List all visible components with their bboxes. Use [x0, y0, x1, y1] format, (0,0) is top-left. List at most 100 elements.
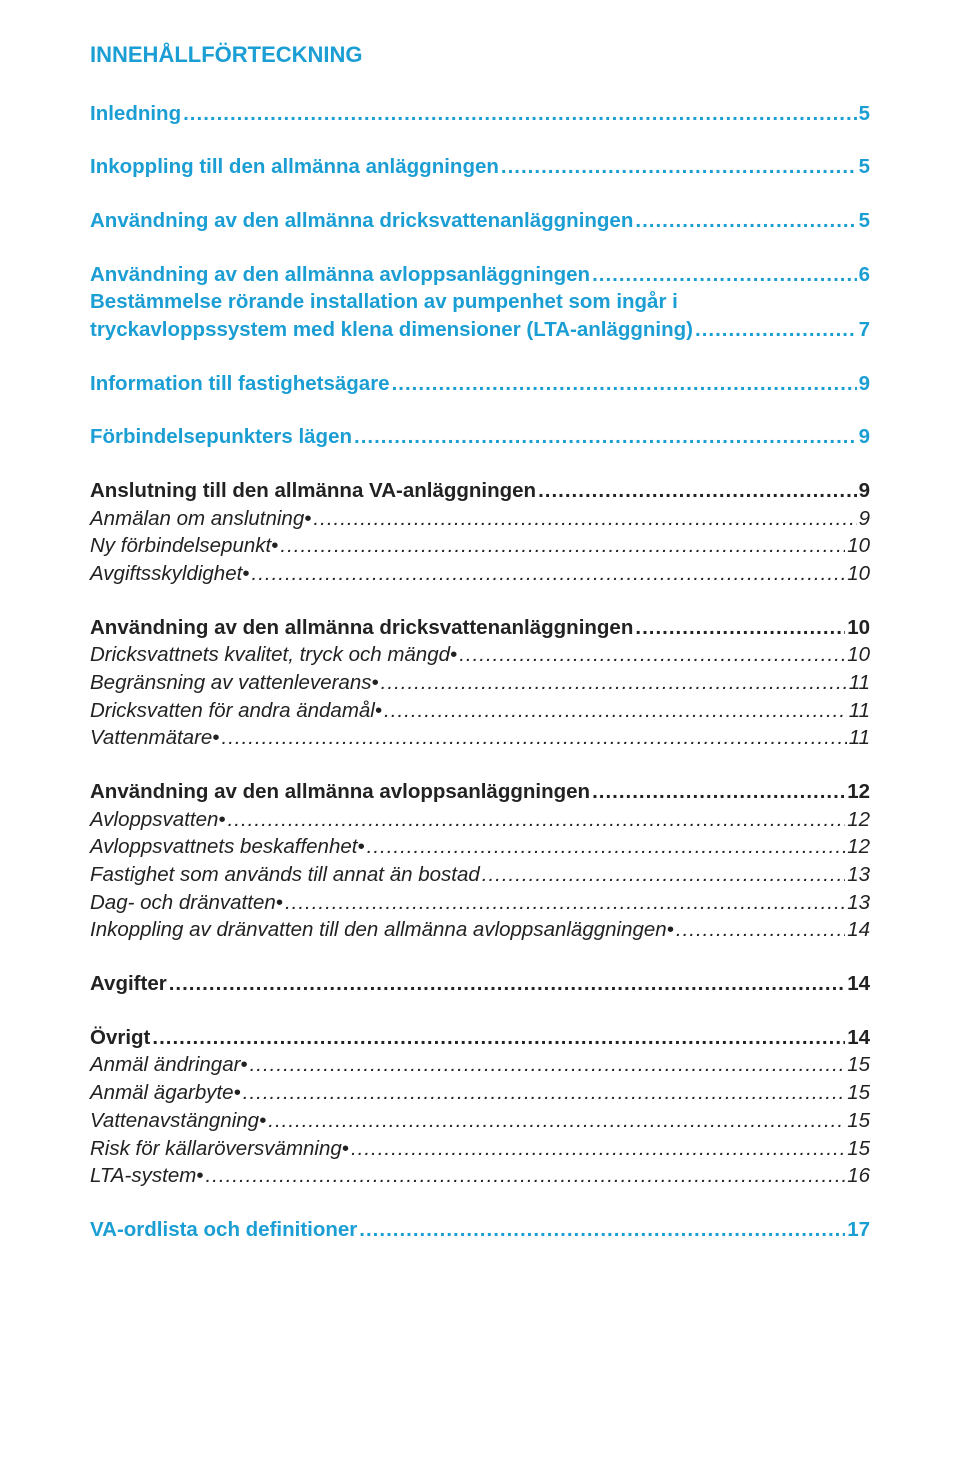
toc-label: Dricksvatten för andra ändamål•	[90, 697, 382, 725]
toc-label: Inkoppling till den allmänna anläggninge…	[90, 153, 499, 181]
toc-leader	[152, 1024, 845, 1052]
toc-page-number: 15	[847, 1135, 870, 1163]
toc-leader	[538, 477, 857, 505]
toc-entry[interactable]: Användning av den allmänna avloppsanlägg…	[90, 778, 870, 806]
toc-leader	[482, 861, 845, 889]
toc-leader	[459, 641, 845, 669]
toc-label: Fastighet som används till annat än bost…	[90, 861, 480, 889]
toc-page-number: 11	[849, 669, 870, 697]
toc-page-number: 9	[859, 505, 870, 533]
toc-leader	[359, 1216, 845, 1244]
toc-page-number: 10	[847, 641, 870, 669]
toc-leader	[243, 1079, 845, 1107]
toc-label: LTA-system•	[90, 1162, 203, 1190]
toc-page-number: 13	[847, 889, 870, 917]
toc-page-number: 5	[859, 207, 870, 235]
toc-page-number: 9	[859, 370, 870, 398]
toc-leader	[695, 316, 857, 344]
toc-label: Användning av den allmänna dricksvattena…	[90, 614, 633, 642]
toc-label: VA-ordlista och definitioner	[90, 1216, 357, 1244]
toc-entry[interactable]: Vattenavstängning• 15	[90, 1107, 870, 1135]
toc-entry[interactable]: Användning av den allmänna dricksvattena…	[90, 207, 870, 235]
toc-page-number: 15	[847, 1107, 870, 1135]
toc-page-number: 14	[847, 970, 870, 998]
toc-page-number: 16	[847, 1162, 870, 1190]
toc-leader	[268, 1107, 845, 1135]
toc-entry[interactable]: Fastighet som används till annat än bost…	[90, 861, 870, 889]
toc-label: Användning av den allmänna avloppsanlägg…	[90, 261, 590, 289]
toc-entry[interactable]: Avloppsvattnets beskaffenhet• 12	[90, 833, 870, 861]
toc-label: Vattenavstängning•	[90, 1107, 266, 1135]
toc-entry[interactable]: Övrigt14	[90, 1024, 870, 1052]
toc-leader	[183, 100, 856, 128]
toc-entry[interactable]: Inkoppling till den allmänna anläggninge…	[90, 153, 870, 181]
toc-entry[interactable]: Avgiftsskyldighet• 10	[90, 560, 870, 588]
document-title: INNEHÅLLFÖRTECKNING	[90, 40, 870, 70]
toc-label: Information till fastighetsägare	[90, 370, 390, 398]
toc-label: Förbindelsepunkters lägen	[90, 423, 352, 451]
toc-entry[interactable]: LTA-system• 16	[90, 1162, 870, 1190]
toc-entry[interactable]: Anmäl ägarbyte•15	[90, 1079, 870, 1107]
toc-entry[interactable]: Vattenmätare• 11	[90, 724, 870, 752]
toc-page-number: 7	[859, 316, 870, 344]
toc-leader	[313, 505, 856, 533]
toc-label: Användning av den allmänna avloppsanlägg…	[90, 778, 590, 806]
toc-entry[interactable]: VA-ordlista och definitioner17	[90, 1216, 870, 1244]
toc-entry[interactable]: Anmälan om anslutning• 9	[90, 505, 870, 533]
toc-entry[interactable]: Användning av den allmänna avloppsanlägg…	[90, 261, 870, 289]
toc-entry[interactable]: Bestämmelse rörande installation av pump…	[90, 288, 870, 343]
toc-entry[interactable]: Ny förbindelsepunkt•10	[90, 532, 870, 560]
toc-entry[interactable]: Förbindelsepunkters lägen 9	[90, 423, 870, 451]
toc-entry[interactable]: Begränsning av vattenleverans•11	[90, 669, 870, 697]
toc-leader	[351, 1135, 845, 1163]
toc-page-number: 12	[847, 806, 870, 834]
toc-leader	[381, 669, 847, 697]
toc-entry[interactable]: Anmäl ändringar•15	[90, 1051, 870, 1079]
toc-page-number: 10	[847, 560, 870, 588]
toc-label: Anmäl ändringar•	[90, 1051, 248, 1079]
toc-label: Anmälan om anslutning•	[90, 505, 311, 533]
toc-entry[interactable]: Dag- och dränvatten• 13	[90, 889, 870, 917]
toc-entry[interactable]: Avloppsvatten• 12	[90, 806, 870, 834]
toc-page-number: 11	[849, 724, 870, 752]
toc-label: Vattenmätare•	[90, 724, 220, 752]
toc-label-line1: Bestämmelse rörande installation av pump…	[90, 288, 870, 316]
toc-label: Dag- och dränvatten•	[90, 889, 283, 917]
toc-entry[interactable]: Anslutning till den allmänna VA-anläggni…	[90, 477, 870, 505]
toc-leader	[592, 778, 845, 806]
toc-leader	[205, 1162, 845, 1190]
toc-leader	[635, 614, 845, 642]
toc-page-number: 9	[859, 477, 870, 505]
toc-leader	[392, 370, 857, 398]
toc-page-number: 13	[847, 861, 870, 889]
toc-leader	[285, 889, 845, 917]
toc-leader	[252, 560, 846, 588]
toc-page-number: 9	[859, 423, 870, 451]
toc-entry[interactable]: Inkoppling av dränvatten till den allmän…	[90, 916, 870, 944]
toc-entry[interactable]: Användning av den allmänna dricksvattena…	[90, 614, 870, 642]
toc-label: Avloppsvatten•	[90, 806, 226, 834]
toc-page-number: 12	[847, 833, 870, 861]
toc-entry[interactable]: Risk för källaröversvämning•15	[90, 1135, 870, 1163]
toc-entry[interactable]: Inledning5	[90, 100, 870, 128]
table-of-contents: Inledning5 Inkoppling till den allmänna a…	[90, 100, 870, 1244]
toc-page-number: 5	[859, 153, 870, 181]
toc-label: Avloppsvattnets beskaffenhet•	[90, 833, 365, 861]
toc-page-number: 6	[859, 261, 870, 289]
toc-leader	[228, 806, 846, 834]
toc-entry[interactable]: Avgifter 14	[90, 970, 870, 998]
toc-leader	[280, 532, 845, 560]
toc-leader	[676, 916, 845, 944]
toc-label: Avgiftsskyldighet•	[90, 560, 250, 588]
toc-label: Avgifter	[90, 970, 167, 998]
toc-entry[interactable]: Information till fastighetsägare 9	[90, 370, 870, 398]
toc-entry[interactable]: Dricksvatten för andra ändamål•11	[90, 697, 870, 725]
toc-leader	[384, 697, 847, 725]
toc-label: Användning av den allmänna dricksvattena…	[90, 207, 633, 235]
toc-page-number: 12	[847, 778, 870, 806]
toc-page-number: 10	[847, 532, 870, 560]
toc-leader	[635, 207, 856, 235]
toc-label: Inkoppling av dränvatten till den allmän…	[90, 916, 674, 944]
toc-entry[interactable]: Dricksvattnets kvalitet, tryck och mängd…	[90, 641, 870, 669]
toc-label: Övrigt	[90, 1024, 150, 1052]
